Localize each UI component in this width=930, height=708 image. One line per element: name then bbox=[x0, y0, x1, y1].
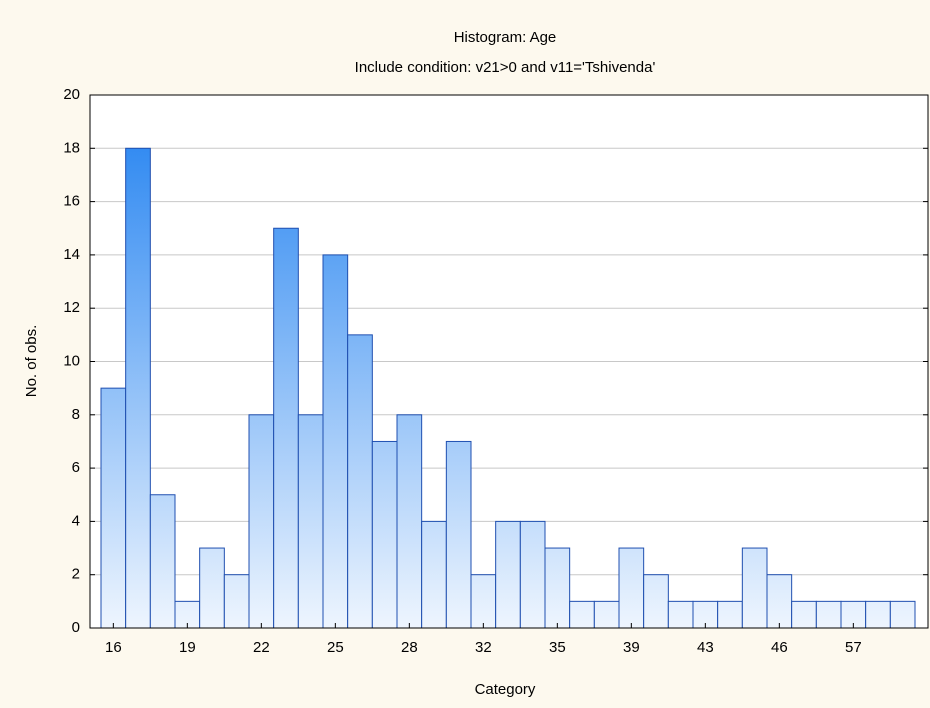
y-tick-label: 8 bbox=[72, 406, 80, 423]
bar bbox=[717, 600, 743, 629]
bar bbox=[100, 387, 127, 629]
y-tick-label: 2 bbox=[72, 566, 80, 583]
bar bbox=[322, 254, 349, 629]
y-tick-label: 10 bbox=[63, 352, 80, 369]
bar bbox=[371, 440, 398, 629]
x-tick-label: 22 bbox=[253, 639, 270, 656]
x-tick-label: 25 bbox=[327, 639, 344, 656]
bar bbox=[519, 520, 546, 629]
bar bbox=[791, 600, 817, 629]
bar bbox=[470, 574, 497, 629]
y-tick-label: 4 bbox=[72, 512, 80, 529]
y-tick-label: 20 bbox=[63, 86, 80, 103]
y-tick-label: 14 bbox=[63, 246, 80, 263]
y-tick-label: 16 bbox=[63, 193, 80, 210]
bar bbox=[248, 414, 275, 629]
bar bbox=[347, 334, 373, 629]
bar bbox=[618, 547, 645, 629]
bar bbox=[297, 414, 324, 629]
bar bbox=[643, 574, 669, 629]
chart-title: Histogram: Age bbox=[454, 29, 557, 46]
x-tick-label: 46 bbox=[771, 639, 788, 656]
bar bbox=[223, 574, 250, 629]
x-tick-label: 32 bbox=[475, 639, 492, 656]
x-tick-label: 39 bbox=[623, 639, 640, 656]
plot-frame bbox=[89, 94, 929, 629]
bar bbox=[889, 600, 916, 629]
y-tick-label: 12 bbox=[63, 299, 80, 316]
x-tick-label: 35 bbox=[549, 639, 566, 656]
bar bbox=[149, 494, 176, 629]
bar bbox=[544, 547, 571, 629]
y-tick-label: 0 bbox=[72, 619, 80, 636]
bar bbox=[125, 147, 151, 629]
x-tick-label: 57 bbox=[845, 639, 862, 656]
bar bbox=[569, 600, 595, 629]
bar bbox=[667, 600, 694, 629]
bar bbox=[421, 520, 447, 629]
bar bbox=[396, 414, 423, 629]
bar bbox=[865, 600, 891, 629]
bar bbox=[273, 227, 299, 629]
bar bbox=[445, 440, 472, 629]
x-tick-label: 19 bbox=[179, 639, 196, 656]
bar bbox=[741, 547, 768, 629]
y-tick-label: 6 bbox=[72, 459, 80, 476]
x-axis-label: Category bbox=[475, 681, 536, 698]
y-axis-label: No. of obs. bbox=[23, 325, 40, 398]
bar bbox=[199, 547, 225, 629]
chart-subtitle: Include condition: v21>0 and v11='Tshive… bbox=[355, 59, 656, 76]
bar bbox=[593, 600, 620, 629]
bar bbox=[495, 520, 521, 629]
bar bbox=[766, 574, 793, 629]
x-tick-label: 43 bbox=[697, 639, 714, 656]
x-tick-label: 28 bbox=[401, 639, 418, 656]
y-tick-label: 18 bbox=[63, 139, 80, 156]
bar bbox=[815, 600, 842, 629]
x-tick-label: 16 bbox=[105, 639, 122, 656]
